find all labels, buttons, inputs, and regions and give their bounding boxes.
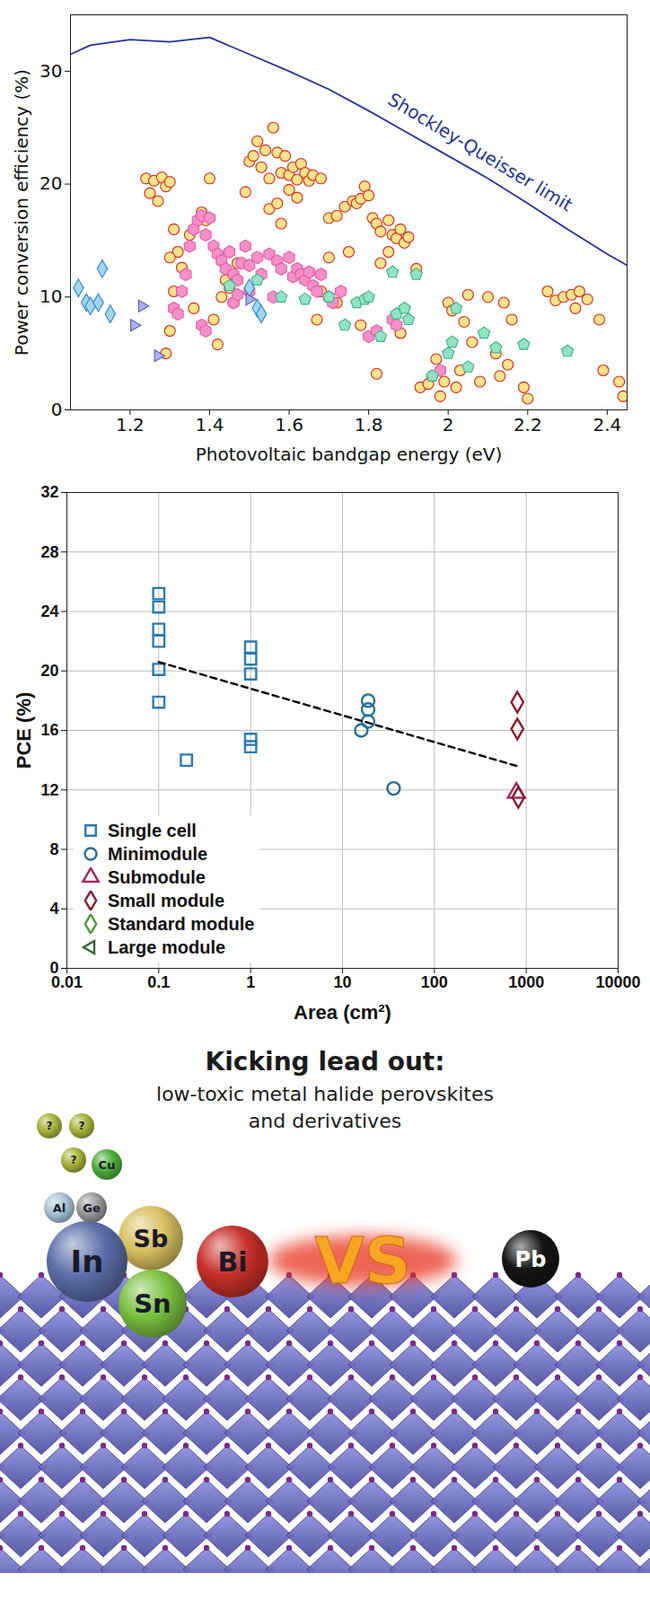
svg-text:32: 32 [40, 483, 59, 501]
svg-text:4: 4 [49, 899, 59, 918]
svg-text:28: 28 [40, 543, 59, 562]
html-text:Minimodule: Minimodule [107, 843, 208, 864]
svg-text:and derivatives: and derivatives [248, 1109, 402, 1133]
svg-text:0.1: 0.1 [147, 973, 170, 992]
svg-text:1.6: 1.6 [274, 413, 304, 436]
svg-text:10: 10 [39, 285, 62, 308]
svg-text:100: 100 [421, 973, 448, 992]
svg-text:1.4: 1.4 [195, 413, 225, 436]
svg-text:10000: 10000 [595, 973, 641, 992]
svg-text:8: 8 [49, 840, 59, 859]
svg-text:0.01: 0.01 [51, 973, 83, 992]
svg-text:16: 16 [40, 720, 59, 739]
html-text:Standard module: Standard module [107, 913, 255, 934]
svg-text:Kicking lead out:: Kicking lead out: [205, 1046, 446, 1077]
svg-text:PCE (%): PCE (%) [12, 692, 36, 770]
svg-text:1: 1 [245, 973, 255, 992]
svg-text:10: 10 [333, 973, 352, 992]
svg-text:2.4: 2.4 [592, 413, 622, 436]
html-text:Small module: Small module [107, 890, 225, 910]
svg-text:0: 0 [51, 398, 63, 421]
svg-text:2: 2 [442, 413, 455, 436]
svg-text:Power conversion efficiency (%: Power conversion efficiency (%) [10, 69, 33, 356]
svg-text:20: 20 [40, 661, 59, 680]
svg-text:12: 12 [40, 781, 59, 800]
svg-text:Pb: Pb [515, 1247, 547, 1273]
svg-text:0: 0 [49, 959, 59, 978]
svg-text:?: ? [70, 1153, 78, 1167]
svg-text:1.2: 1.2 [115, 413, 145, 436]
svg-text:1000: 1000 [508, 973, 545, 992]
svg-text:Al: Al [52, 1201, 67, 1215]
svg-text:20: 20 [39, 172, 62, 194]
svg-text:Area (cm²): Area (cm²) [293, 1001, 392, 1024]
svg-text:low-toxic metal halide perovsk: low-toxic metal halide perovskites [156, 1082, 494, 1106]
svg-text:Sn: Sn [133, 1288, 172, 1319]
svg-text:Photovoltaic bandgap energy (e: Photovoltaic bandgap energy (eV) [195, 443, 503, 466]
svg-text:?: ? [46, 1119, 53, 1133]
svg-text:?: ? [79, 1119, 86, 1133]
html-text:Large module: Large module [107, 936, 226, 957]
svg-text:30: 30 [39, 60, 62, 82]
html-text:Single cell: Single cell [107, 820, 197, 840]
html-text:Submodule: Submodule [107, 866, 206, 887]
svg-text:1.8: 1.8 [354, 413, 384, 436]
svg-text:VS: VS [314, 1222, 412, 1299]
svg-text:In: In [70, 1243, 105, 1280]
svg-text:Cu: Cu [98, 1158, 116, 1172]
svg-text:Ge: Ge [82, 1201, 101, 1215]
svg-text:Shockley-Queisser limit: Shockley-Queisser limit [384, 87, 577, 216]
svg-text:24: 24 [40, 602, 59, 621]
svg-text:2.2: 2.2 [513, 413, 543, 436]
svg-text:Sb: Sb [133, 1224, 169, 1253]
svg-text:Bi: Bi [217, 1246, 247, 1278]
